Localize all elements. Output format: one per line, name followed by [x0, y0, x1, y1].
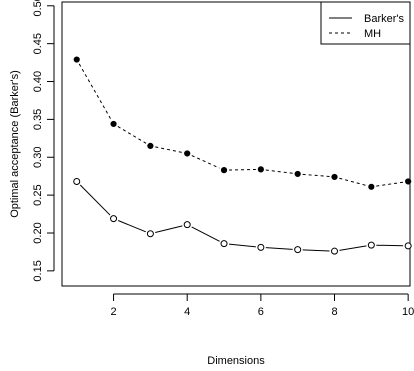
series-barker-s-point [367, 241, 375, 249]
legend-box [320, 1, 411, 45]
legend-label-barkers: Barker's [364, 13, 404, 25]
series-barker-s-point [257, 243, 265, 251]
x-tick-label: 2 [110, 306, 116, 318]
y-tick-label: 0.15 [32, 260, 44, 281]
series-mh-point [147, 142, 154, 149]
x-axis-title: Dimensions [207, 355, 265, 367]
x-axis: 2 4 6 8 10 [110, 293, 414, 318]
series-barker-s-point [183, 221, 191, 229]
series-barker-s-segment [339, 245, 367, 251]
series-mh-point [110, 120, 117, 128]
legend-label-mh: MH [364, 28, 381, 40]
series-mh-segment [78, 63, 112, 120]
series-mh-segment [155, 146, 183, 153]
y-tick-label: 0.45 [32, 33, 44, 54]
series-mh-segment [191, 155, 220, 169]
y-tick-label: 0.20 [32, 222, 44, 243]
series-mh-segment [302, 173, 330, 178]
x-tick-label: 8 [331, 306, 337, 318]
series-barker-s-segment [302, 249, 330, 252]
series-barker-s-segment [265, 247, 293, 250]
y-tick-label: 0.35 [32, 109, 44, 130]
series-barker-s-point [404, 242, 412, 250]
series-mh-point [331, 173, 338, 181]
series-barker-s-point [146, 230, 154, 238]
series-mh-point [257, 166, 264, 173]
legend: Barker's MH [320, 1, 411, 45]
series-barker-s-segment [376, 244, 404, 247]
series-barker-s-segment [79, 184, 111, 216]
y-tick-label: 0.25 [32, 184, 44, 205]
series-mh-segment [339, 177, 367, 186]
y-tick-label: 0.40 [32, 71, 44, 92]
series-barker-s-segment [191, 226, 220, 242]
series-mh-point [294, 170, 301, 178]
series-mh-point [368, 183, 375, 190]
series-mh-point [220, 167, 228, 174]
series-barker-s-point [331, 247, 339, 255]
series-barker-s-segment [228, 243, 256, 248]
x-tick-label: 4 [184, 306, 190, 318]
series-mh-point [405, 178, 412, 185]
series-barker-s-point [110, 215, 118, 223]
y-tick-label: 0.30 [32, 147, 44, 168]
series-layer [73, 56, 412, 255]
series-barker-s-segment [155, 225, 183, 234]
y-tick-label: 0.50 [32, 0, 44, 16]
series-mh-segment [376, 181, 404, 187]
series-barker-s-point [220, 240, 228, 248]
series-mh-point [184, 150, 191, 157]
x-tick-label: 6 [258, 306, 264, 318]
series-barker-s-segment [117, 220, 146, 233]
plot-area-frame [61, 1, 411, 287]
series-barker-s-point [294, 246, 302, 254]
series-barker-s-point [73, 177, 81, 185]
y-axis-title: Optimal acceptance (Barker's) [9, 70, 21, 218]
series-mh-point [73, 56, 80, 63]
series-mh-segment [229, 168, 256, 171]
y-axis: 0.15 0.20 0.25 0.30 0.35 0.40 0.45 0.50 [32, 0, 55, 282]
x-tick-label: 10 [402, 306, 414, 318]
series-mh-segment [265, 169, 293, 174]
